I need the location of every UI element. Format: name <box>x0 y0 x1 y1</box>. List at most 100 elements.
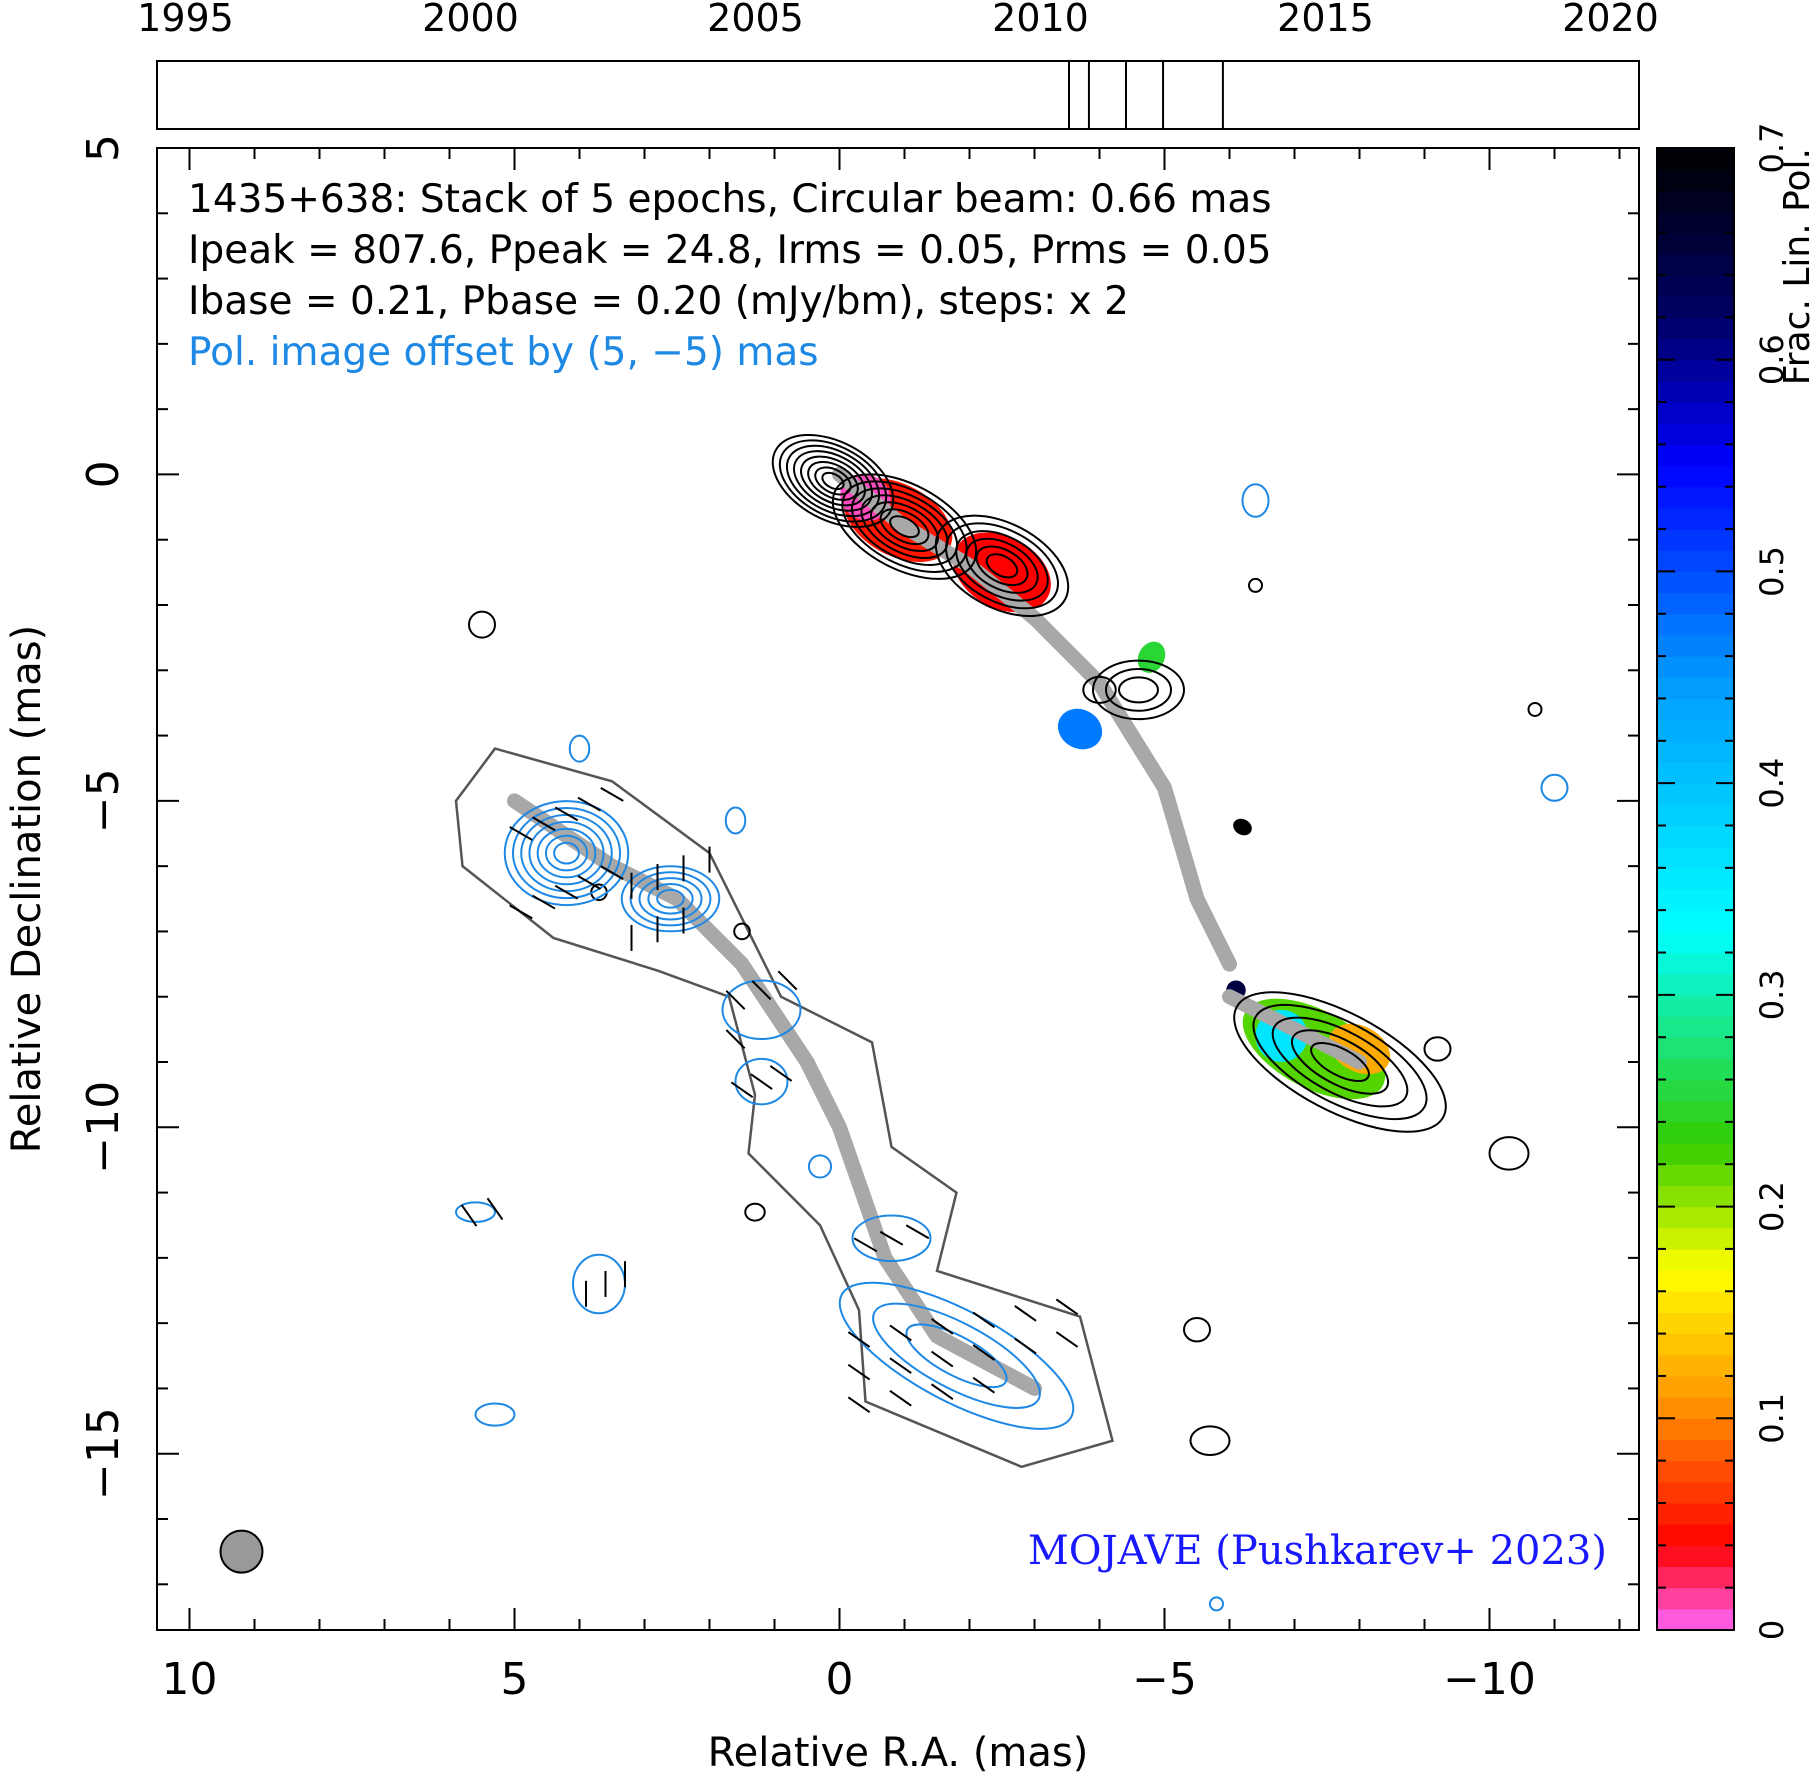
colorbar-cell <box>1657 846 1734 869</box>
total-intensity-contour <box>1310 1041 1370 1083</box>
evpa-stick <box>554 884 579 900</box>
colorbar-cell <box>1657 529 1734 551</box>
map-frame <box>156 147 1640 1631</box>
polarized-intensity-contour <box>528 820 605 886</box>
colorbar-cell <box>1657 1227 1734 1250</box>
evpa-stick <box>509 826 533 841</box>
total-intensity-contour-small <box>1183 1316 1211 1343</box>
polarized-intensity-contour <box>511 807 622 900</box>
colorbar-cell <box>1657 1185 1734 1208</box>
evpa-stick <box>777 970 798 991</box>
y-tick-label: −15 <box>78 1407 129 1500</box>
colorbar-cell <box>1657 889 1734 911</box>
total-intensity-contour <box>955 530 1049 602</box>
colorbar: 0 0.1 0.2 0.3 0.4 0.5 0.6 0.7 Frac. Lin. Pol. <box>1656 123 1818 1640</box>
x-axis-title: Relative R.A. (mas) <box>708 1730 1089 1776</box>
colorbar-frame <box>1656 147 1735 1631</box>
y-tick-label: −5 <box>78 768 129 833</box>
colorbar-cell <box>1657 1397 1734 1419</box>
evpa-stick <box>930 1318 954 1335</box>
colorbar-cell <box>1657 698 1734 721</box>
colorbar-cell <box>1657 1439 1734 1462</box>
evpa-stick <box>1055 1298 1079 1316</box>
total-intensity-contour-small <box>744 1202 766 1222</box>
polarized-intensity-contour <box>905 1323 1008 1389</box>
colorbar-cell <box>1657 1375 1734 1398</box>
colorbar-cell <box>1657 444 1734 467</box>
evpa-stick <box>847 1396 871 1414</box>
colorbar-cell <box>1657 296 1734 318</box>
total-intensity-contour <box>945 522 1059 610</box>
total-intensity-contour <box>800 455 866 507</box>
colorbar-cell <box>1657 952 1734 975</box>
polarized-intensity-contour <box>629 871 712 927</box>
colorbar-tick-label: 0.2 <box>1753 1181 1791 1232</box>
evpa-stick <box>879 1230 904 1246</box>
colorbar-cell <box>1657 804 1734 827</box>
colorbar-cell <box>1657 634 1734 657</box>
y-tick-label: 0 <box>78 460 129 488</box>
polarized-intensity-contour <box>620 865 721 933</box>
total-intensity-contour <box>778 439 888 523</box>
total-intensity-contour <box>985 553 1019 579</box>
colorbar-cell <box>1657 148 1734 170</box>
evpa-stick <box>972 1344 996 1361</box>
total-intensity-contour-small <box>1423 1036 1452 1062</box>
evpa-stick <box>853 1237 878 1253</box>
total-intensity-contour <box>975 545 1029 587</box>
total-intensity-contour-small <box>1248 577 1263 593</box>
colorbar-cell <box>1657 931 1734 954</box>
colorbar-cell <box>1657 423 1734 445</box>
total-intensity-contour-small <box>1189 1425 1231 1456</box>
colorbar-tick-label: 0.7 <box>1753 123 1791 174</box>
colorbar-cell <box>1657 1545 1734 1568</box>
colorbar-tick-label: 0.5 <box>1753 546 1791 597</box>
evpa-stick <box>751 980 772 1001</box>
colorbar-tick-label: 0 <box>1753 1620 1791 1640</box>
timeline-tick-label: 1995 <box>137 0 234 40</box>
colorbar-ticks: 0 0.1 0.2 0.3 0.4 0.5 0.6 0.7 <box>1657 123 1791 1640</box>
evpa-stick <box>1014 1305 1037 1322</box>
evpa-stick <box>1055 1331 1079 1348</box>
evpa-stick <box>930 1383 954 1400</box>
total-intensity-contour <box>771 433 895 528</box>
evpa-stick <box>460 1204 478 1227</box>
colorbar-tick-label: 0.6 <box>1753 334 1791 385</box>
total-intensity-contour <box>814 466 852 496</box>
x-tick-label: −10 <box>1443 1654 1536 1705</box>
credit-label: MOJAVE (Pushkarev+ 2023) <box>1028 1528 1607 1574</box>
evpa-stick <box>972 1376 996 1394</box>
timeline-tick-label: 2005 <box>707 0 804 40</box>
polarized-intensity-contour <box>647 883 694 915</box>
colorbar-cell <box>1657 656 1734 678</box>
colorbar-cell <box>1657 613 1734 636</box>
total-intensity-contour <box>934 514 1070 618</box>
evpa-stick <box>577 875 602 890</box>
x-tick-label: 0 <box>826 1654 854 1705</box>
jet-ridgeline <box>832 466 1237 972</box>
evpa-stick <box>889 1389 912 1407</box>
colorbar-cell <box>1657 465 1734 488</box>
colorbar-cell <box>1657 867 1734 890</box>
polarized-intensity-contour <box>544 834 589 872</box>
colorbar-cell <box>1657 783 1734 805</box>
colorbar-cell <box>1657 1418 1734 1441</box>
polarized-intensity-contour <box>734 1057 789 1106</box>
y-tick-label: 5 <box>78 134 129 162</box>
colorbar-cell <box>1657 1143 1734 1165</box>
polarized-intensity-contour <box>638 877 703 921</box>
total-intensity-envelope <box>454 747 1115 1469</box>
total-intensity-contour <box>965 537 1039 594</box>
colorbar-cell <box>1657 486 1734 509</box>
colorbar-cell <box>1657 1333 1734 1356</box>
colorbar-cell <box>1657 359 1734 382</box>
colorbar-cell <box>1657 1524 1734 1546</box>
y-axis-title: Relative Declination (mas) <box>4 625 50 1153</box>
colorbar-cell <box>1657 1502 1734 1525</box>
total-intensity-contours <box>454 433 1543 1469</box>
colorbar-cell <box>1657 1016 1734 1038</box>
fracpol-pixel-region <box>1137 641 1166 673</box>
fracpol-pixel-region <box>1233 818 1252 836</box>
